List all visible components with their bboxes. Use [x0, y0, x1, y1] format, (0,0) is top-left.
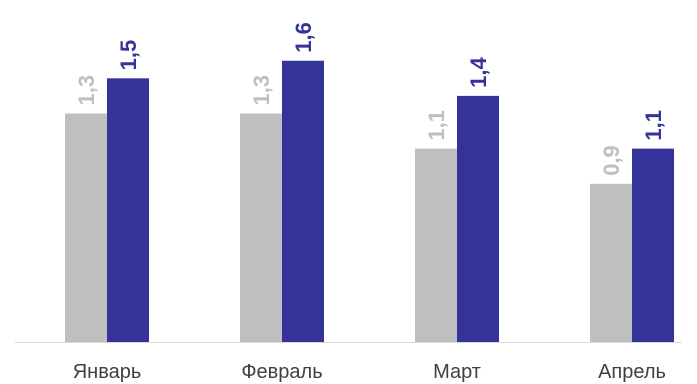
value-label-s2-2: 1,6	[291, 22, 316, 53]
category-labels-group: Январь Февраль Март Апрель	[73, 361, 666, 383]
value-label-s2-3: 1,4	[466, 57, 491, 88]
bar-s2-2	[282, 60, 324, 342]
category-label-4: Апрель	[598, 361, 666, 383]
bar-s1-2	[240, 113, 282, 342]
value-labels-group: 1,3 1,5 1,3 1,6 1,1 1,4 0,9 1,1	[74, 22, 666, 176]
category-label-1: Январь	[73, 361, 142, 383]
bar-s1-3	[415, 148, 457, 342]
value-label-s1-2: 1,3	[249, 75, 274, 106]
bar-s1-1	[65, 113, 107, 342]
category-label-2: Февраль	[241, 361, 322, 383]
value-label-s1-3: 1,1	[424, 110, 449, 141]
bar-s2-4	[632, 148, 674, 342]
value-label-s2-4: 1,1	[641, 110, 666, 141]
bar-s1-4	[590, 183, 632, 342]
bars-group	[65, 60, 674, 342]
value-label-s1-1: 1,3	[74, 75, 99, 106]
bar-s2-3	[457, 95, 499, 342]
value-label-s1-4: 0,9	[599, 145, 624, 176]
category-label-3: Март	[433, 361, 481, 383]
value-label-s2-1: 1,5	[116, 40, 141, 71]
bar-s2-1	[107, 78, 149, 342]
